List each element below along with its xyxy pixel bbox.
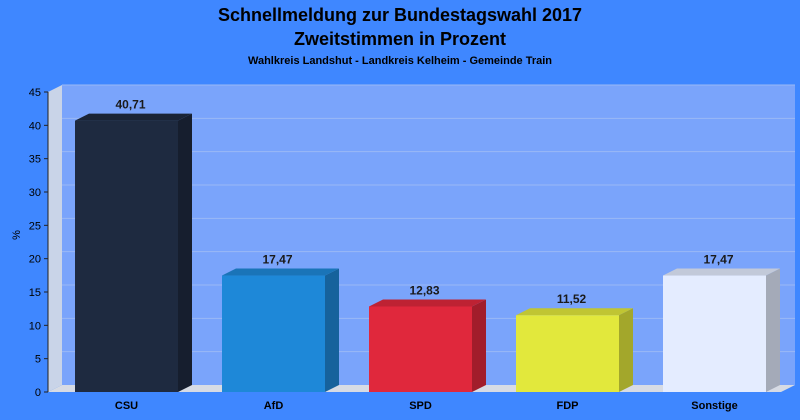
y-tick-label: 15 [29, 287, 41, 299]
x-tick-label: CSU [115, 400, 138, 412]
bar-sonstige: 17,47 [663, 253, 780, 392]
bar-top [369, 299, 486, 307]
x-tick-label: AfD [264, 400, 284, 412]
y-tick-label: 20 [29, 254, 41, 266]
bar-csu: 40,71 [75, 98, 192, 392]
bar-afd: 17,47 [222, 253, 339, 392]
bar-top [222, 268, 339, 276]
x-tick-label: SPD [409, 400, 432, 412]
y-axis-label: % [11, 230, 23, 240]
bar-spd: 12,83 [369, 283, 486, 392]
y-tick-label: 10 [29, 320, 41, 332]
x-axis: CSU AfD SPD FDP Sonstige [115, 400, 738, 412]
y-tick-label: 5 [35, 354, 41, 366]
bars: 40,71 17,47 12,83 11,52 17,47 [75, 98, 780, 392]
chart-title: Schnellmeldung zur Bundestagswahl 2017 [218, 5, 582, 25]
bar-fdp: 11,52 [516, 292, 633, 392]
bar-side [472, 299, 486, 392]
bar-value-label: 17,47 [262, 253, 292, 267]
y-tick-label: 40 [29, 120, 41, 132]
y-tick-label: 35 [29, 154, 41, 166]
bar-top [75, 113, 192, 121]
chart-title-line2: Zweitstimmen in Prozent [294, 29, 506, 49]
bar-front [75, 120, 178, 392]
chart-subtitle: Wahlkreis Landshut - Landkreis Kelheim -… [248, 55, 552, 67]
y-axis: 0 5 10 15 20 25 30 35 40 45 [29, 87, 49, 399]
x-tick-label: Sonstige [691, 400, 737, 412]
bar-side [766, 268, 780, 392]
bar-top [663, 268, 780, 276]
x-tick-label: FDP [557, 400, 579, 412]
bar-side [619, 308, 633, 392]
bar-value-label: 12,83 [409, 283, 439, 297]
bar-top [516, 308, 633, 316]
bar-value-label: 11,52 [557, 292, 587, 306]
bar-value-label: 40,71 [115, 98, 145, 112]
bar-front [663, 275, 766, 392]
y-tick-label: 25 [29, 220, 41, 232]
plot-left-wall [48, 85, 62, 392]
bar-value-label: 17,47 [703, 253, 733, 267]
bar-side [178, 113, 192, 392]
y-tick-label: 0 [35, 387, 41, 399]
y-tick-label: 30 [29, 187, 41, 199]
bar-front [369, 306, 472, 392]
y-tick-label: 45 [29, 87, 41, 99]
bar-side [325, 268, 339, 392]
bar-front [516, 315, 619, 392]
bar-front [222, 275, 325, 392]
